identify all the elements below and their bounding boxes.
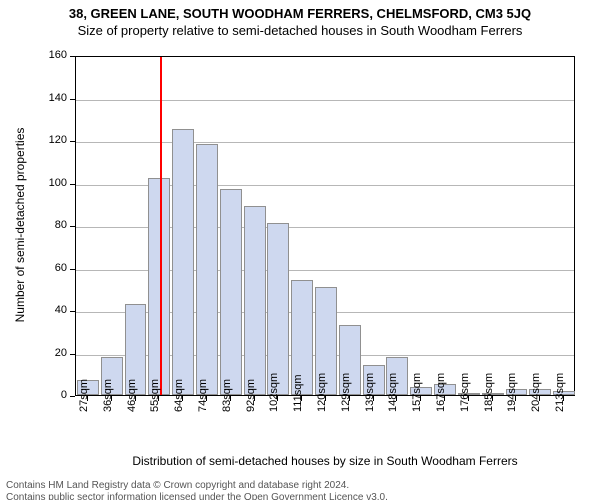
y-tick <box>70 184 75 185</box>
y-tick <box>70 354 75 355</box>
y-tick-label: 0 <box>61 389 67 401</box>
footer-line-1: Contains HM Land Registry data © Crown c… <box>6 480 388 492</box>
histogram-bar <box>196 144 218 395</box>
page-root: 38, GREEN LANE, SOUTH WOODHAM FERRERS, C… <box>0 6 600 500</box>
chart-plot-area <box>75 56 575 396</box>
x-axis-label: Distribution of semi-detached houses by … <box>75 454 575 468</box>
gridline <box>76 100 574 101</box>
histogram-bar <box>244 206 266 395</box>
y-tick-label: 80 <box>55 219 67 231</box>
y-tick <box>70 269 75 270</box>
y-tick <box>70 226 75 227</box>
footer-attribution: Contains HM Land Registry data © Crown c… <box>0 480 394 500</box>
y-axis-label: Number of semi-detached properties <box>13 115 27 335</box>
y-tick-label: 120 <box>49 134 67 146</box>
histogram-bar <box>172 129 194 395</box>
y-tick-label: 140 <box>49 92 67 104</box>
y-tick-label: 100 <box>49 177 67 189</box>
y-tick-label: 160 <box>49 49 67 61</box>
y-tick <box>70 396 75 397</box>
y-tick-label: 20 <box>55 347 67 359</box>
chart-plot <box>75 56 575 396</box>
gridline <box>76 142 574 143</box>
histogram-bar <box>267 223 289 395</box>
y-tick <box>70 99 75 100</box>
y-tick <box>70 141 75 142</box>
y-tick <box>70 56 75 57</box>
page-subtitle: Size of property relative to semi-detach… <box>0 23 600 38</box>
y-tick-label: 40 <box>55 304 67 316</box>
y-tick-label: 60 <box>55 262 67 274</box>
property-marker-line <box>160 57 162 395</box>
page-title: 38, GREEN LANE, SOUTH WOODHAM FERRERS, C… <box>0 6 600 21</box>
histogram-bar <box>220 189 242 395</box>
footer-line-2: Contains public sector information licen… <box>6 492 388 500</box>
y-tick <box>70 311 75 312</box>
